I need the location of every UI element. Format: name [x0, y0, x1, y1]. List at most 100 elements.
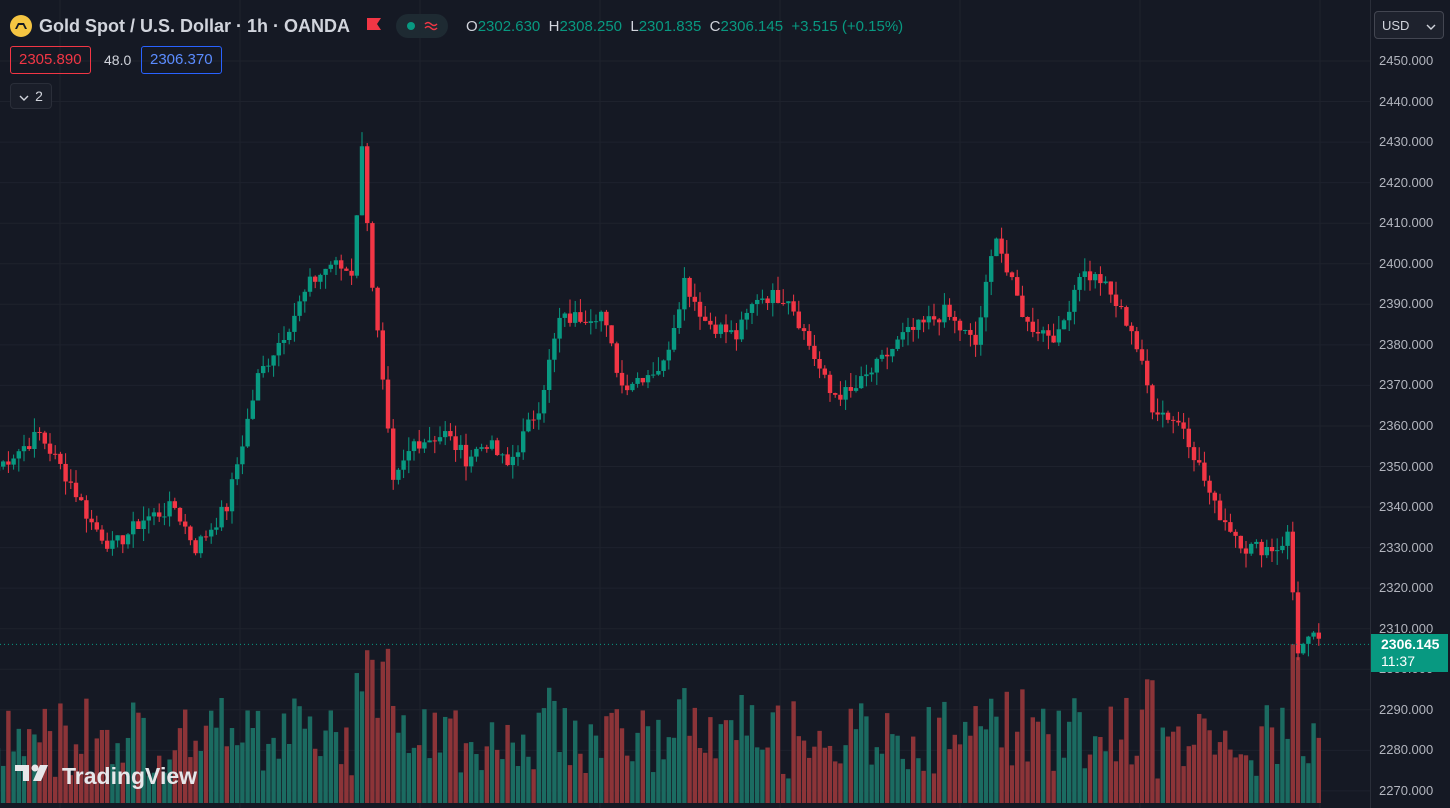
volume-bar: [1228, 749, 1233, 803]
volume-bar: [79, 753, 84, 803]
candle-body: [427, 440, 432, 443]
symbol-title[interactable]: Gold Spot / U.S. Dollar · 1h · OANDA: [39, 15, 351, 36]
candle-body: [1150, 385, 1155, 413]
volume-bar: [411, 747, 417, 803]
volume-bar: [1087, 754, 1093, 803]
volume-bar: [1181, 766, 1186, 803]
volume-bar: [172, 750, 177, 803]
price-axis[interactable]: 2450.000 2440.000 2430.000 2420.000 2410.000…: [1370, 0, 1450, 808]
candle-body: [1191, 447, 1197, 461]
chart-area[interactable]: [0, 0, 1370, 808]
candle-body: [869, 372, 874, 375]
market-status-pill[interactable]: [396, 14, 449, 38]
candle-body: [437, 437, 443, 442]
candle-body: [120, 535, 125, 545]
candle-body: [619, 372, 625, 386]
volume-bar: [817, 730, 822, 803]
volume-bar: [957, 744, 963, 803]
candle-body: [859, 376, 864, 389]
volume-bar: [734, 740, 739, 803]
candle-body: [900, 332, 905, 340]
candle-body: [307, 276, 313, 292]
candle-body: [297, 301, 302, 316]
volume-bar: [781, 773, 786, 803]
candle-body: [1009, 272, 1015, 278]
indicators-collapse-button[interactable]: 2: [10, 83, 52, 109]
currency-select[interactable]: USD: [1374, 11, 1444, 39]
candle-body: [21, 446, 27, 452]
volume-bar: [448, 718, 453, 803]
volume-bar: [552, 700, 557, 803]
candle-body: [479, 447, 484, 449]
candle-body: [625, 385, 630, 391]
volume-bar: [879, 753, 885, 803]
volume-bar: [635, 732, 640, 803]
candle-body: [541, 389, 547, 414]
candle-body: [1264, 547, 1269, 556]
volume-bar: [1301, 756, 1306, 803]
candle-body: [749, 304, 755, 313]
candle-body: [302, 291, 307, 302]
candle-body: [463, 444, 469, 467]
buy-price-button[interactable]: 2306.370: [141, 46, 222, 74]
volume-bar: [484, 746, 489, 803]
volume-bar: [931, 773, 937, 803]
candle-body: [1098, 274, 1103, 284]
candle-body: [671, 327, 677, 350]
candle-body: [1035, 331, 1041, 334]
candle-body: [198, 536, 203, 554]
flag-icon[interactable]: [366, 16, 382, 36]
volume-bar: [853, 729, 859, 803]
volume-bar: [271, 737, 276, 803]
candle-body: [32, 431, 37, 450]
candle-body: [640, 377, 645, 383]
candle-body: [27, 446, 32, 450]
candle-body: [734, 330, 739, 340]
candle-body: [1285, 531, 1290, 546]
candle-body: [68, 481, 73, 483]
candle-body: [547, 359, 552, 390]
volume-bar: [89, 773, 94, 803]
candle-body: [791, 301, 796, 312]
volume-bar: [235, 745, 240, 803]
candle-body: [224, 506, 229, 512]
price-tick-label: 2270.000: [1379, 782, 1434, 798]
price-tick-label: 2350.000: [1379, 458, 1434, 474]
volume-bar: [671, 737, 677, 803]
volume-bar: [1041, 708, 1046, 803]
volume-bar: [105, 729, 110, 803]
candle-body: [963, 329, 968, 331]
volume-bar: [645, 726, 651, 803]
candle-body: [1056, 329, 1061, 343]
candle-body: [1259, 541, 1264, 556]
gold-logo-icon[interactable]: [10, 15, 32, 37]
candlestick-chart[interactable]: [0, 0, 1370, 808]
candle-body: [1207, 480, 1212, 493]
tradingview-logo[interactable]: TradingView: [14, 762, 197, 790]
volume-bar: [1077, 712, 1082, 803]
tradingview-logo-icon: [14, 762, 54, 790]
volume-bar: [1176, 726, 1181, 803]
volume-bar: [1269, 727, 1275, 803]
candle-body: [1051, 335, 1056, 343]
volume-bar: [708, 717, 713, 803]
price-tick-label: 2340.000: [1379, 499, 1434, 515]
volume-bar: [1171, 731, 1176, 803]
sell-price-button[interactable]: 2305.890: [10, 46, 91, 74]
volume-bar: [489, 722, 495, 803]
volume-bar: [136, 712, 141, 803]
candle-body: [1249, 543, 1254, 554]
volume-bar: [1238, 754, 1243, 803]
volume-bar: [359, 691, 365, 803]
volume-bar: [391, 705, 396, 803]
volume-bar: [1311, 723, 1316, 803]
candle-body: [131, 521, 136, 535]
volume-bar: [417, 745, 422, 803]
volume-bar: [1035, 721, 1041, 803]
candle-body: [905, 326, 911, 333]
candle-body: [422, 442, 427, 449]
volume-bar: [323, 730, 328, 803]
volume-bar: [864, 716, 869, 803]
price-tick-label: 2290.000: [1379, 701, 1434, 717]
volume-bar: [697, 748, 703, 803]
